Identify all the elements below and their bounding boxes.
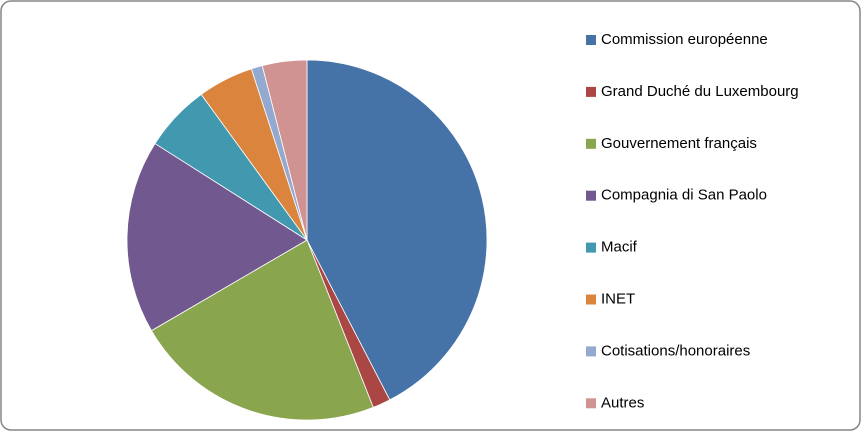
- legend-label: Autres: [601, 394, 644, 411]
- legend-swatch: [586, 190, 596, 201]
- pie-slice: [150, 239, 374, 421]
- legend-swatch: [586, 294, 596, 305]
- legend-label: Gouvernement français: [601, 135, 757, 152]
- pie-slice: [126, 142, 308, 332]
- legend-label: Commission européenne: [601, 31, 768, 48]
- legend-label: Cotisations/honoraires: [601, 342, 750, 359]
- pie-slice: [306, 59, 488, 401]
- legend-swatch: [586, 346, 596, 357]
- legend-swatch: [586, 242, 596, 253]
- legend-label: Compagnia di San Paolo: [601, 187, 767, 204]
- pie-slice: [261, 59, 308, 241]
- legend-swatch: [586, 398, 596, 409]
- legend-label: Grand Duché du Luxembourg: [601, 83, 799, 100]
- legend-label: Macif: [601, 239, 638, 256]
- legend-swatch: [586, 138, 596, 149]
- legend-swatch: [586, 35, 596, 45]
- legend-swatch: [586, 86, 596, 97]
- legend-label: INET: [601, 290, 635, 307]
